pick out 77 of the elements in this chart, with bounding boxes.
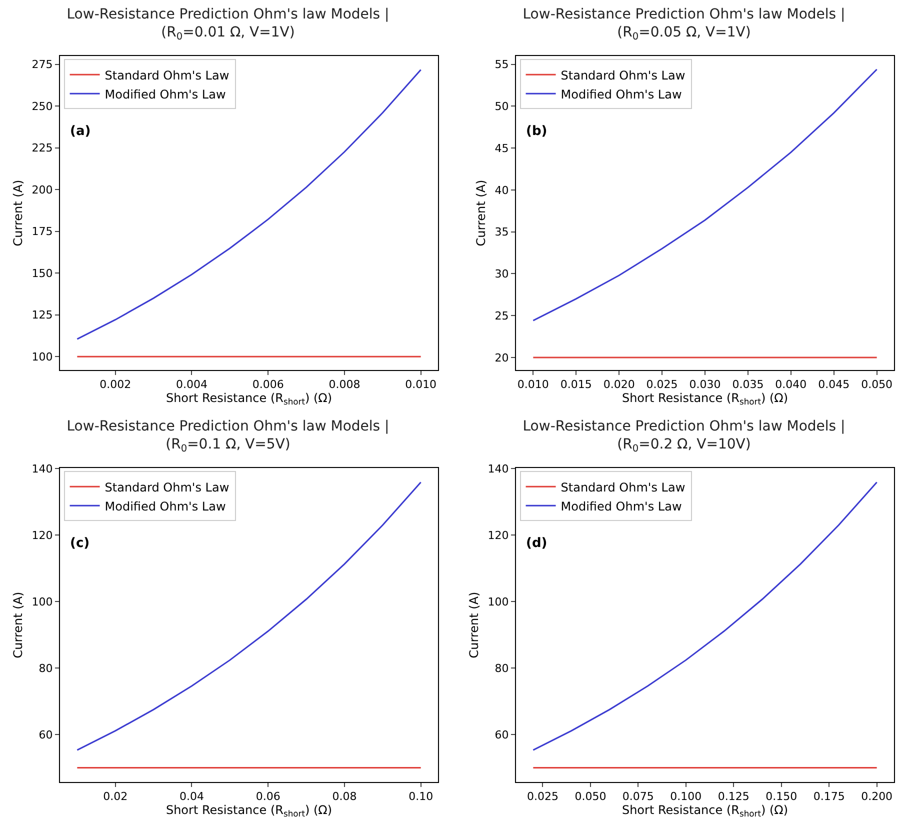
x-tick-label: 0.025 (646, 378, 678, 392)
legend-label: Standard Ohm's Law (104, 480, 230, 494)
chart-title: Low-Resistance Prediction Ohm's law Models | (R$_{0}$=0.1 Ω, V=5V) (66, 418, 390, 455)
y-tick-label: 50 (494, 100, 509, 114)
x-tick-label: 0.150 (766, 790, 798, 804)
y-tick-label: 140 (32, 462, 53, 476)
y-tick-label: 175 (32, 225, 53, 238)
y-tick-label: 250 (32, 100, 53, 113)
x-tick-label: 0.015 (560, 378, 592, 392)
x-tick-label: 0.050 (861, 378, 893, 392)
y-tick-label: 80 (494, 662, 509, 675)
x-tick-label: 0.020 (603, 378, 635, 392)
y-tick-label: 225 (32, 142, 53, 155)
x-axis-title: Short Resistance (R$_{short}$) (Ω) (166, 391, 332, 407)
x-tick-label: 0.06 (256, 790, 280, 804)
x-tick-label: 0.10 (408, 790, 434, 804)
y-tick-label: 120 (32, 528, 53, 542)
y-axis-title: Current (A) (11, 180, 26, 246)
annotation: (d) (526, 536, 548, 551)
y-tick-label: 60 (494, 728, 509, 742)
y-tick-label: 100 (32, 595, 53, 608)
x-tick-label: 0.175 (813, 790, 845, 804)
y-axis-title: Current (A) (11, 592, 26, 658)
x-tick-label: 0.030 (689, 378, 721, 392)
chart-title: Low-Resistance Prediction Ohm's law Models | (R$_{0}$=0.05 Ω, V=1V) (522, 6, 846, 43)
x-tick-label: 0.025 (526, 790, 558, 804)
x-tick-label: 0.010 (405, 378, 437, 392)
annotation: (a) (70, 124, 91, 139)
y-tick-label: 120 (488, 528, 509, 542)
y-tick-label: 100 (32, 350, 53, 364)
annotation: (b) (526, 124, 548, 139)
x-tick-label: 0.045 (818, 378, 850, 392)
x-tick-label: 0.040 (775, 378, 807, 392)
y-tick-label: 60 (38, 728, 53, 742)
x-axis-title: Short Resistance (R$_{short}$) (Ω) (622, 391, 788, 407)
y-tick-label: 30 (494, 268, 509, 281)
annotation: (c) (70, 536, 90, 551)
x-tick-label: 0.050 (574, 790, 606, 804)
x-tick-label: 0.010 (517, 378, 549, 392)
x-tick-label: 0.125 (718, 790, 750, 804)
legend-label: Modified Ohm's Law (104, 499, 226, 514)
y-tick-label: 55 (494, 58, 509, 72)
chart-title: Low-Resistance Prediction Ohm's law Models | (R$_{0}$=0.2 Ω, V=10V) (522, 418, 846, 455)
y-tick-label: 20 (494, 351, 509, 364)
x-axis-title: Short Resistance (R$_{short}$) (Ω) (166, 803, 332, 819)
y-tick-label: 140 (488, 462, 509, 476)
y-tick-label: 35 (494, 226, 509, 239)
y-axis-title: Current (A) (474, 180, 488, 246)
y-axis-title: Current (A) (467, 592, 482, 658)
y-tick-label: 150 (32, 266, 53, 280)
x-tick-label: 0.002 (100, 378, 132, 392)
x-tick-label: 0.200 (861, 790, 893, 804)
x-tick-label: 0.075 (622, 790, 654, 804)
x-tick-label: 0.04 (179, 790, 204, 804)
legend-label: Modified Ohm's Law (560, 87, 682, 102)
y-tick-label: 275 (32, 58, 53, 72)
x-tick-label: 0.008 (328, 378, 360, 392)
legend-label: Standard Ohm's Law (560, 68, 686, 82)
x-tick-label: 0.004 (176, 378, 208, 392)
x-tick-label: 0.035 (732, 378, 764, 392)
legend-label: Standard Ohm's Law (104, 68, 230, 82)
legend-label: Modified Ohm's Law (104, 87, 226, 102)
legend-label: Modified Ohm's Law (560, 499, 682, 514)
y-tick-label: 25 (494, 309, 509, 322)
x-tick-label: 0.006 (252, 378, 284, 392)
chart-title: Low-Resistance Prediction Ohm's law Models | (R$_{0}$=0.01 Ω, V=1V) (66, 6, 390, 43)
y-tick-label: 200 (32, 183, 53, 196)
y-tick-label: 125 (32, 308, 53, 322)
x-axis-title: Short Resistance (R$_{short}$) (Ω) (622, 803, 788, 819)
x-tick-label: 0.08 (332, 790, 357, 804)
y-tick-label: 40 (494, 184, 509, 197)
y-tick-label: 80 (38, 662, 53, 675)
legend-label: Standard Ohm's Law (560, 480, 686, 494)
y-tick-label: 45 (494, 142, 509, 155)
x-tick-label: 0.100 (670, 790, 702, 804)
x-tick-label: 0.02 (103, 790, 128, 804)
y-tick-label: 100 (488, 595, 509, 608)
